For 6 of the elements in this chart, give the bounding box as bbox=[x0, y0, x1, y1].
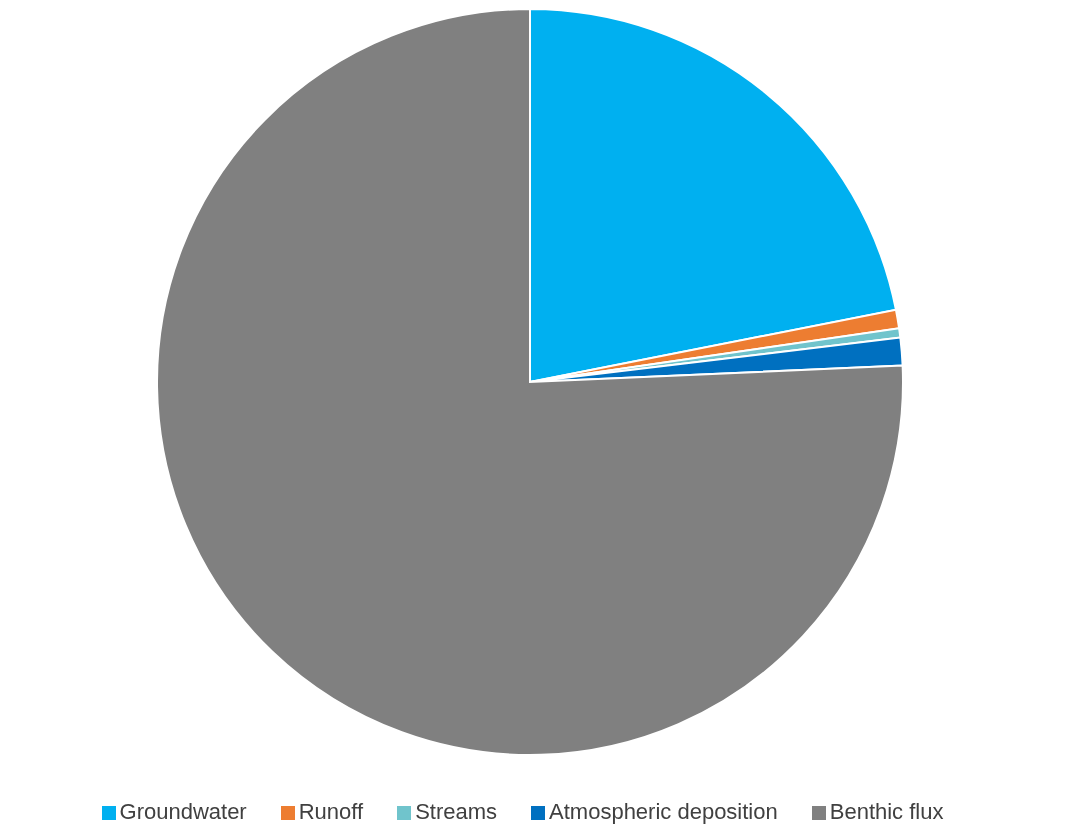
legend-label: Groundwater bbox=[119, 799, 247, 824]
pie-slice bbox=[156, 8, 904, 756]
legend-label: Runoff bbox=[298, 799, 364, 824]
legend-label: Atmospheric deposition bbox=[549, 799, 778, 824]
legend-label: Streams bbox=[415, 799, 498, 824]
legend-label: Benthic flux bbox=[829, 799, 944, 824]
